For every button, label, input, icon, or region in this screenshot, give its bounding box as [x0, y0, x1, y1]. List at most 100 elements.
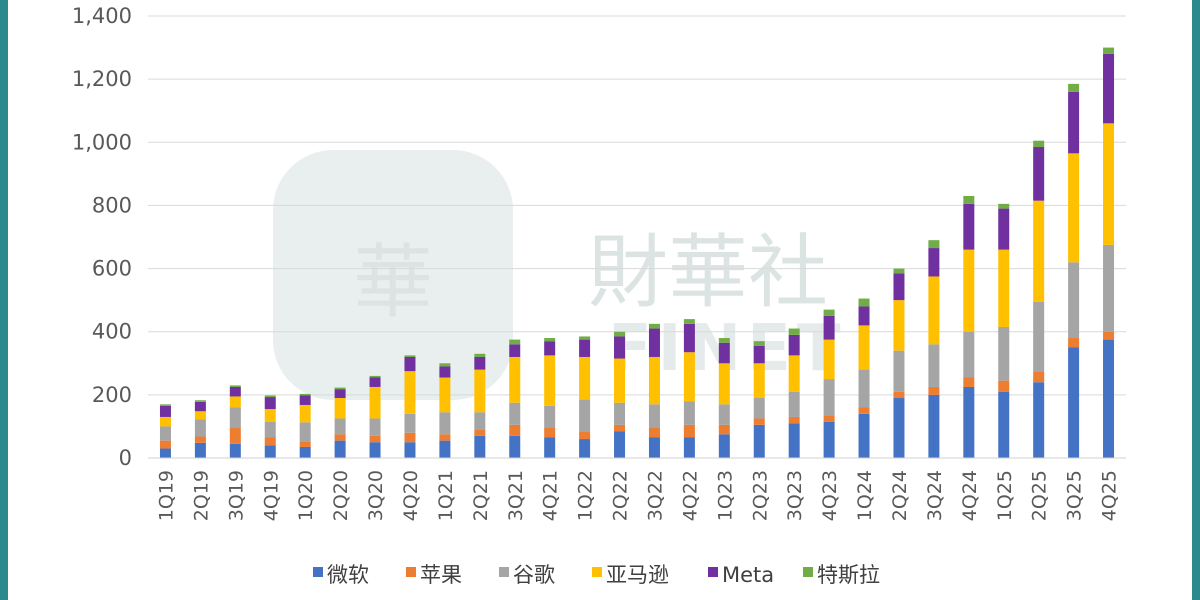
- bar-segment: [753, 341, 765, 346]
- bar-segment: [788, 391, 800, 417]
- bar-segment: [963, 331, 975, 378]
- bar-segment: [404, 355, 416, 357]
- bar-segment: [439, 412, 451, 435]
- bar-segment: [614, 431, 626, 458]
- bar-segment: [823, 339, 835, 380]
- bar-segment: [963, 195, 975, 204]
- bar-segment: [648, 323, 660, 329]
- bar-segment: [718, 338, 730, 343]
- bar-segment: [1068, 347, 1080, 458]
- x-tick-label: 2Q24: [889, 470, 911, 521]
- bar-segment: [194, 400, 206, 402]
- bar-segment: [858, 413, 870, 458]
- bar-segment: [229, 443, 241, 458]
- bar-segment: [299, 395, 311, 405]
- bar-segment: [334, 389, 346, 399]
- bar-segment: [544, 405, 556, 429]
- bar-segment: [159, 405, 171, 417]
- legend-label: 特斯拉: [817, 563, 880, 587]
- bar-segment: [299, 422, 311, 442]
- bar-segment: [509, 435, 521, 458]
- bar-segment: [718, 424, 730, 435]
- legend-label: 苹果: [420, 563, 462, 587]
- bar-segment: [299, 393, 311, 396]
- stacked-bar-chart: 華 財華社 FINET 0 200 400 600 800 1,000 1,200 1,400…: [72, 4, 1126, 587]
- bar-segment: [229, 407, 241, 429]
- bar-segment: [718, 434, 730, 458]
- x-tick-label: 2Q21: [470, 470, 492, 521]
- bar-segment: [194, 442, 206, 458]
- bar-segment: [544, 428, 556, 438]
- bar-segment: [264, 409, 276, 422]
- x-tick-label: 1Q20: [295, 470, 317, 521]
- x-tick-label: 1Q25: [994, 470, 1016, 521]
- bar-segment: [334, 418, 346, 435]
- bar-segment: [858, 369, 870, 408]
- bar-segment: [194, 401, 206, 412]
- y-tick-label: 800: [92, 193, 132, 217]
- bar-segment: [753, 345, 765, 364]
- bar-segment: [369, 386, 381, 419]
- bar-segment: [264, 421, 276, 438]
- bar-segment: [753, 424, 765, 458]
- bar-segment: [1033, 200, 1045, 302]
- bar-segment: [648, 428, 660, 438]
- bar-segment: [753, 418, 765, 425]
- bar-segment: [788, 328, 800, 335]
- bar-segment: [823, 309, 835, 316]
- legend-swatch: [708, 567, 718, 577]
- bar-segment: [264, 395, 276, 398]
- bar-segment: [788, 334, 800, 356]
- bar-segment: [229, 396, 241, 408]
- bar-segment: [998, 203, 1010, 209]
- bar-segment: [579, 356, 591, 400]
- bar-segment: [718, 342, 730, 364]
- x-tick-label: 3Q19: [225, 470, 247, 521]
- x-tick-label: 1Q23: [714, 470, 736, 521]
- bar-segment: [1033, 140, 1045, 148]
- bar-segment: [404, 371, 416, 414]
- x-tick-label: 4Q21: [540, 470, 562, 521]
- x-tick-label: 4Q25: [1099, 470, 1121, 521]
- bar-segment: [159, 416, 171, 427]
- bar-segment: [823, 415, 835, 422]
- bars: [159, 47, 1115, 458]
- bar-segment: [159, 440, 171, 449]
- bar-segment: [718, 363, 730, 405]
- bar-segment: [928, 240, 940, 249]
- bar-segment: [614, 402, 626, 425]
- bar-segment: [159, 448, 171, 458]
- x-tick-label: 2Q23: [749, 470, 771, 521]
- bar-segment: [579, 439, 591, 458]
- bar-segment: [858, 325, 870, 370]
- x-tick-label: 1Q22: [575, 470, 597, 521]
- bar-segment: [858, 407, 870, 414]
- bar-segment: [893, 391, 905, 399]
- watermark-brand: 財華社: [588, 226, 828, 319]
- x-tick-label: 1Q24: [854, 470, 876, 521]
- y-tick-label: 400: [92, 320, 132, 344]
- bar-segment: [998, 391, 1010, 458]
- bar-segment: [683, 352, 695, 402]
- bar-segment: [648, 356, 660, 405]
- bar-segment: [683, 323, 695, 353]
- bar-segment: [823, 315, 835, 340]
- legend-swatch: [313, 567, 323, 577]
- bar-segment: [823, 421, 835, 458]
- bar-segment: [439, 377, 451, 413]
- bar-segment: [648, 328, 660, 357]
- bar-segment: [788, 416, 800, 424]
- bar-segment: [159, 426, 171, 441]
- bar-segment: [683, 437, 695, 458]
- bar-segment: [753, 363, 765, 399]
- x-tick-label: 3Q22: [644, 470, 666, 521]
- bar-segment: [858, 298, 870, 307]
- bar-segment: [544, 355, 556, 406]
- y-tick-label: 1,000: [72, 130, 132, 154]
- legend: 微软 苹果 谷歌 亚马逊 Meta 特斯拉: [313, 563, 880, 587]
- bar-segment: [893, 350, 905, 392]
- bar-segment: [1103, 331, 1115, 340]
- y-tick-label: 0: [119, 446, 132, 470]
- bar-segment: [718, 404, 730, 425]
- x-tick-label: 2Q25: [1029, 470, 1051, 521]
